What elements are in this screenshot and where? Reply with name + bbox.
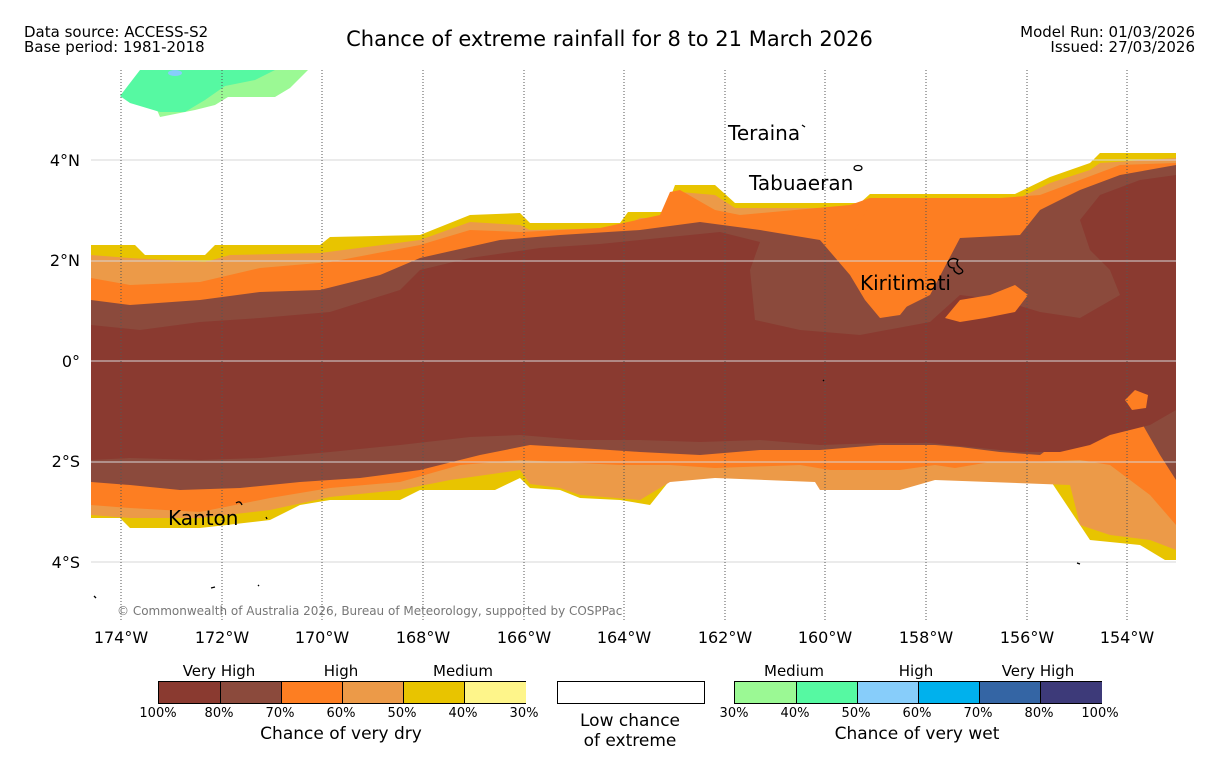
wet-swatch-60-70 [918, 682, 980, 703]
wet-tick-80: 80% [1024, 706, 1054, 721]
map-title: Chance of extreme rainfall for 8 to 21 M… [346, 27, 873, 51]
issued-text: Issued: 27/03/2026 [1050, 38, 1195, 56]
kiritimati-island [947, 257, 964, 275]
data-source-block: Data source: ACCESS-S2 Base period: 1981… [24, 25, 208, 55]
lon-label-156w: 156°W [999, 628, 1055, 647]
lon-label-154w: 154°W [1099, 628, 1155, 647]
dry-tick-100: 100% [139, 706, 177, 721]
lon-label-174w: 174°W [93, 628, 149, 647]
lat-label-2n: 2°N [49, 251, 80, 270]
wet-patch-very-high [168, 70, 182, 76]
wet-tick-40: 40% [780, 706, 810, 721]
wet-tick-60: 60% [902, 706, 932, 721]
wet-swatch-40-50 [796, 682, 858, 703]
wet-color-bar [734, 681, 1102, 704]
dry-band-very-high-80 [91, 175, 1176, 460]
place-label-kanton: Kanton [168, 506, 239, 530]
dry-swatch-60-70 [281, 682, 343, 703]
dry-tick-70: 70% [265, 706, 295, 721]
kanton-island [235, 501, 243, 506]
wet-swatch-70-80 [979, 682, 1041, 703]
place-label-kiritimati: Kiritimati [860, 271, 951, 295]
latitude-gridlines [91, 159, 1176, 563]
lon-label-166w: 166°W [496, 628, 552, 647]
base-period-text: Base period: 1981-2018 [24, 38, 205, 56]
teraina-island [801, 124, 806, 128]
lon-label-160w: 160°W [797, 628, 853, 647]
island-outlines [93, 124, 1081, 599]
lon-label-164w: 164°W [596, 628, 652, 647]
wet-tick-50: 50% [841, 706, 871, 721]
tabuaeran-island [853, 164, 863, 172]
wet-tick-70: 70% [963, 706, 993, 721]
lon-label-170w: 170°W [294, 628, 350, 647]
dry-swatch-50-60 [342, 682, 404, 703]
dry-legend-caption: Chance of very dry [260, 724, 422, 744]
southeast-orange-blob [1125, 390, 1148, 410]
dry-class-very-high: Very High [182, 662, 256, 680]
southwest-islet-3 [93, 595, 97, 599]
dry-tick-60: 60% [326, 706, 356, 721]
wet-tick-30: 30% [719, 706, 749, 721]
lon-label-162w: 162°W [697, 628, 753, 647]
dry-swatch-70-80 [220, 682, 282, 703]
dry-tick-30: 30% [509, 706, 539, 721]
data-source-text: Data source: ACCESS-S2 [24, 23, 209, 41]
place-label-teraina: Teraina [728, 121, 801, 145]
dry-swatch-40-50 [403, 682, 465, 703]
dry-color-bar [158, 681, 526, 704]
dry-tick-40: 40% [448, 706, 478, 721]
southwest-islet-1 [210, 586, 216, 589]
place-label-tabuaeran: Tabuaeran [749, 171, 854, 195]
kiritimati-orange-pocket [945, 285, 1028, 322]
dry-class-medium: Medium [433, 662, 493, 680]
wet-class-very-high: Very High [1001, 662, 1075, 680]
lat-label-0: 0° [61, 352, 80, 371]
equator-islet [822, 379, 825, 382]
dry-class-high: High [323, 662, 359, 680]
kanton-islet [265, 516, 268, 520]
low-chance-swatch [557, 681, 705, 704]
low-chance-line2: of extreme [583, 731, 677, 751]
lat-label-2s: 2°S [51, 452, 80, 471]
model-run-text: Model Run: 01/03/2026 [1020, 23, 1195, 41]
southeast-islet [1076, 562, 1081, 565]
lat-label-4n: 4°N [49, 151, 80, 170]
lon-label-168w: 168°W [395, 628, 451, 647]
wet-patch-high [120, 70, 275, 112]
lat-label-4s: 4°S [51, 553, 80, 572]
lon-label-158w: 158°W [898, 628, 954, 647]
low-chance-line1: Low chance [580, 711, 680, 731]
wet-class-medium: Medium [764, 662, 824, 680]
lon-label-172w: 172°W [194, 628, 250, 647]
wet-swatch-30-40 [735, 682, 796, 703]
wet-tick-100: 100% [1081, 706, 1119, 721]
wet-swatch-50-60 [857, 682, 919, 703]
southwest-islet-2 [257, 584, 260, 587]
dry-swatch-30-40 [464, 682, 526, 703]
dry-tick-80: 80% [204, 706, 234, 721]
wet-swatch-80-100 [1040, 682, 1102, 703]
copyright-notice: © Commonwealth of Australia 2026, Bureau… [117, 604, 623, 618]
wet-class-high: High [898, 662, 934, 680]
wet-legend-caption: Chance of very wet [834, 724, 1000, 744]
model-run-block: Model Run: 01/03/2026 Issued: 27/03/2026 [1020, 25, 1195, 55]
dry-tick-50: 50% [387, 706, 417, 721]
dry-swatch-80-100 [159, 682, 220, 703]
